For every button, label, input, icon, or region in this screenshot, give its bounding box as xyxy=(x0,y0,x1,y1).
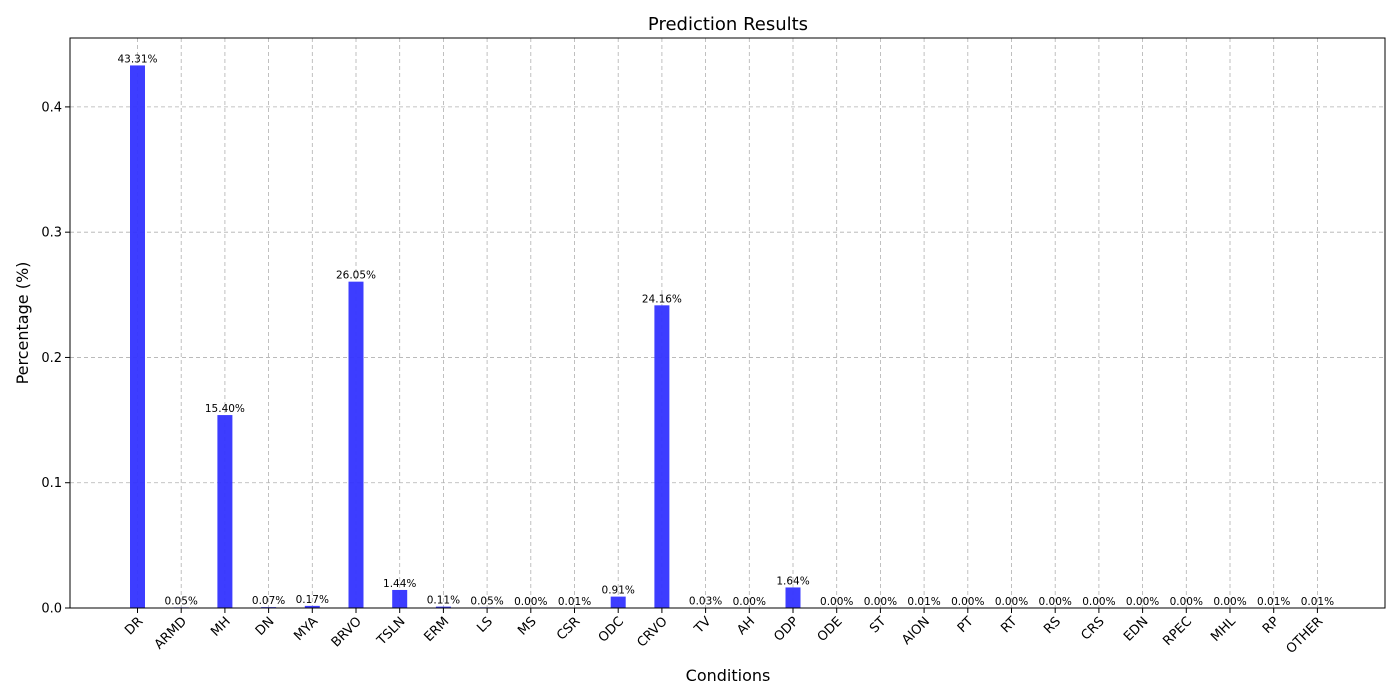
chart-title: Prediction Results xyxy=(648,14,808,35)
bar-value-label: 15.40% xyxy=(205,403,245,415)
bar-value-label: 0.00% xyxy=(1082,596,1115,608)
bar-value-label: 0.00% xyxy=(733,596,766,608)
x-tick-label: MS xyxy=(515,614,539,638)
bar-value-label: 0.01% xyxy=(558,596,591,608)
bar-value-label: 0.05% xyxy=(165,595,198,607)
x-tick-label: RT xyxy=(998,614,1020,636)
bar xyxy=(435,606,451,608)
x-tick-label: AH xyxy=(734,614,758,638)
x-tick-label: MYA xyxy=(291,614,321,644)
x-tick-label: DN xyxy=(253,614,278,639)
x-tick-label: ODP xyxy=(771,614,802,645)
x-tick-label: CRS xyxy=(1078,614,1107,643)
x-tick-label: OTHER xyxy=(1284,614,1327,657)
y-tick-label: 0.0 xyxy=(41,602,62,617)
bar xyxy=(304,605,320,608)
y-tick-label: 0.3 xyxy=(41,226,62,241)
x-tick-label: ARMD xyxy=(152,614,190,652)
plot-frame xyxy=(69,37,1386,609)
bar-value-label: 24.16% xyxy=(642,293,682,305)
bar xyxy=(610,596,626,608)
x-tick-label: MHL xyxy=(1208,614,1239,645)
bar-value-label: 0.00% xyxy=(951,596,984,608)
x-tick-label: RP xyxy=(1260,614,1283,637)
bar xyxy=(392,589,408,608)
bar-value-label: 0.00% xyxy=(864,596,897,608)
bar xyxy=(348,281,364,608)
x-tick-label: TV xyxy=(691,614,714,637)
bar-value-label: 0.01% xyxy=(907,596,940,608)
bar xyxy=(654,305,670,608)
bar-value-label: 0.00% xyxy=(1126,596,1159,608)
bar-layer xyxy=(130,65,1325,608)
x-tick-label: CRVO xyxy=(634,614,670,650)
bar-value-label: 0.05% xyxy=(470,595,503,607)
bar-value-label: 26.05% xyxy=(336,270,376,282)
grid-layer xyxy=(70,38,1385,609)
y-axis-label: Percentage (%) xyxy=(13,262,32,385)
x-tick-label: DR xyxy=(122,614,146,638)
x-tick-label: RS xyxy=(1041,614,1064,637)
x-axis-label: Conditions xyxy=(686,666,771,685)
bar-value-label: 0.01% xyxy=(1257,596,1290,608)
x-tick-label: CSR xyxy=(554,614,583,643)
x-tick-label: LS xyxy=(474,614,496,636)
bar-value-label: 0.03% xyxy=(689,596,722,608)
x-tick-label: RPEC xyxy=(1160,614,1195,649)
x-tick-label: ODE xyxy=(815,614,846,645)
x-axis: DR ARMD MH DN MYA BRVO TSLN ERM LS MS CSR ODC CRVO TV… xyxy=(122,608,1326,657)
x-tick-label: ODC xyxy=(596,614,627,645)
bar-value-label: 0.00% xyxy=(514,596,547,608)
y-tick-label: 0.2 xyxy=(41,351,62,366)
x-tick-label: BRVO xyxy=(329,614,365,650)
bar-value-label: 1.64% xyxy=(776,575,809,587)
x-tick-label: TSLN xyxy=(374,614,409,649)
bar-value-label: 0.01% xyxy=(1301,596,1334,608)
x-tick-label: AION xyxy=(899,614,933,648)
x-tick-label: ST xyxy=(867,614,889,636)
x-tick-label: ERM xyxy=(421,614,452,645)
bar-value-label: 0.91% xyxy=(602,585,635,597)
bar-value-label: 0.00% xyxy=(1170,596,1203,608)
y-axis: 0.0 0.1 0.2 0.3 0.4 xyxy=(41,100,70,617)
bar xyxy=(785,587,801,608)
bar-value-label: 1.44% xyxy=(383,578,416,590)
bar-value-label: 0.07% xyxy=(252,595,285,607)
bar-value-label: 43.31% xyxy=(117,53,157,65)
bar xyxy=(217,415,233,608)
x-tick-label: PT xyxy=(955,614,977,636)
bar-value-label: 0.00% xyxy=(1213,596,1246,608)
bar-value-label: 0.17% xyxy=(296,594,329,606)
x-tick-label: MH xyxy=(208,614,233,639)
bar-label-layer: 43.31% 0.05% 15.40% 0.07% 0.17% 26.05% 1.44% 0.… xyxy=(117,53,1334,608)
x-tick-label: EDN xyxy=(1121,614,1151,644)
y-tick-label: 0.1 xyxy=(41,476,62,491)
bar-value-label: 0.11% xyxy=(427,595,460,607)
bar-value-label: 0.00% xyxy=(995,596,1028,608)
bar-value-label: 0.00% xyxy=(820,596,853,608)
y-tick-label: 0.4 xyxy=(41,100,62,115)
bar xyxy=(130,65,145,608)
bar-value-label: 0.00% xyxy=(1039,596,1072,608)
